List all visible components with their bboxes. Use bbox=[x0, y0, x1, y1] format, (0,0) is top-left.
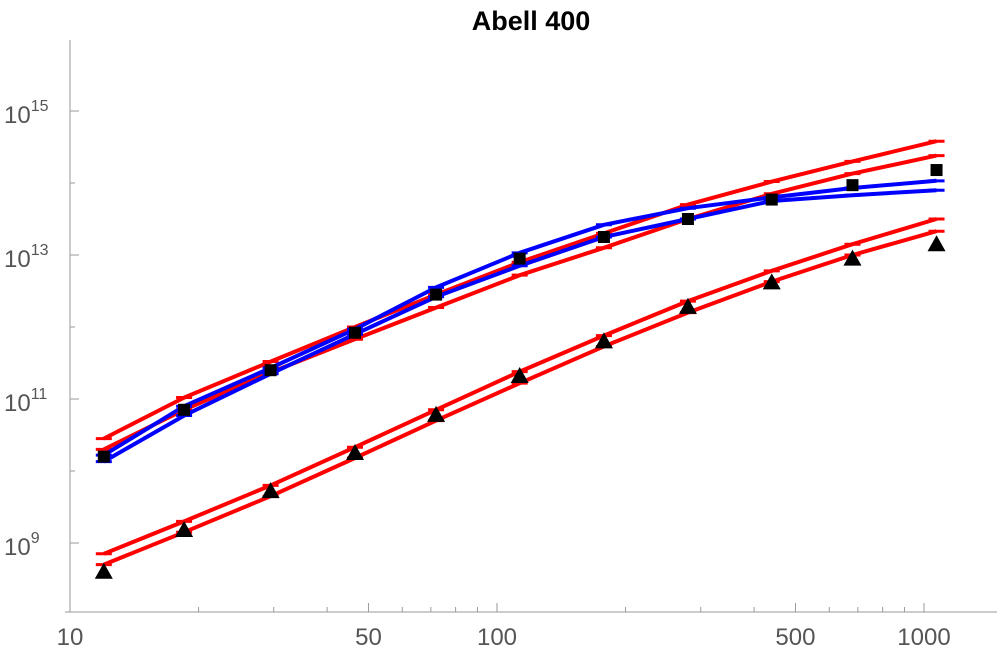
triangle-marker bbox=[678, 297, 697, 314]
series-layer bbox=[95, 139, 945, 567]
y-tick-label: 1015 bbox=[4, 98, 49, 129]
x-tick-label: 100 bbox=[477, 624, 517, 651]
square-marker bbox=[597, 231, 610, 243]
square-marker bbox=[264, 364, 277, 377]
x-tick-label: 10 bbox=[57, 624, 84, 651]
x-tick-label: 50 bbox=[355, 624, 382, 651]
chart-title: Abell 400 bbox=[472, 6, 591, 36]
triangle-marker bbox=[261, 482, 280, 499]
square-marker bbox=[930, 164, 943, 177]
series-line-2 bbox=[102, 178, 937, 457]
y-tick-label: 1013 bbox=[4, 242, 49, 273]
triangle-marker bbox=[427, 405, 446, 422]
square-marker bbox=[178, 403, 191, 416]
y-tick-label: 109 bbox=[4, 530, 40, 561]
triangle-marker bbox=[94, 562, 113, 579]
points-layer bbox=[94, 164, 946, 579]
series-line-3 bbox=[102, 188, 937, 464]
triangle-marker bbox=[927, 235, 946, 252]
y-axis-ticks: 109 1011 1013 1015 bbox=[4, 98, 79, 561]
square-marker bbox=[846, 179, 859, 192]
square-marker bbox=[430, 288, 443, 301]
x-axis-ticks: 10 50 100 500 1000 bbox=[57, 603, 951, 651]
triangle-marker bbox=[346, 444, 365, 460]
square-marker bbox=[513, 252, 526, 265]
y-tick-label: 1011 bbox=[4, 386, 47, 417]
x-tick-label: 1000 bbox=[897, 624, 950, 651]
triangle-marker bbox=[843, 249, 862, 266]
triangle-marker bbox=[762, 273, 781, 290]
square-marker bbox=[681, 213, 694, 225]
triangle-marker bbox=[510, 366, 529, 383]
triangle-marker bbox=[594, 332, 613, 349]
triangle-marker bbox=[175, 521, 194, 538]
x-tick-label: 500 bbox=[775, 624, 815, 651]
square-marker bbox=[97, 450, 110, 463]
square-marker bbox=[349, 326, 362, 339]
series-line-5 bbox=[103, 229, 938, 567]
square-marker bbox=[765, 193, 778, 206]
